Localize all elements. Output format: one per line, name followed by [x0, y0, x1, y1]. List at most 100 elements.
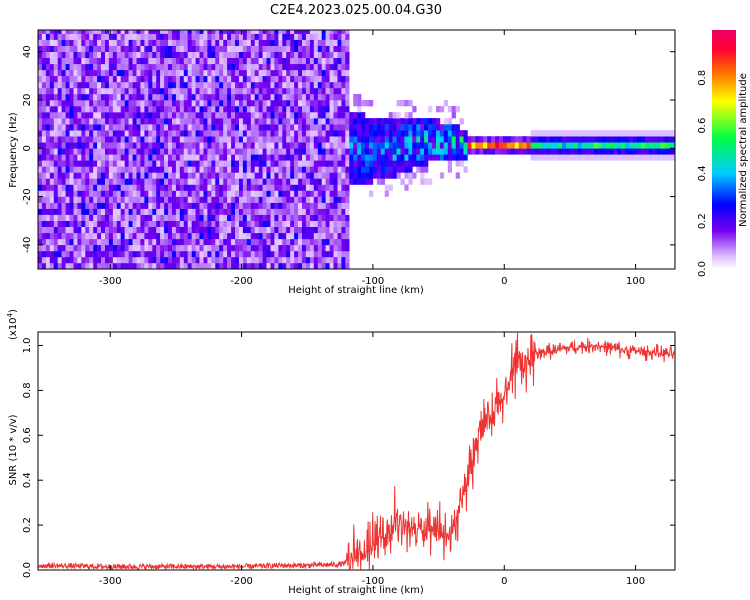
heatmap-cell: [73, 220, 78, 227]
heatmap-cell: [195, 136, 200, 143]
heatmap-cell: [132, 208, 137, 215]
heatmap-cell: [298, 106, 303, 113]
heatmap-cell: [45, 226, 51, 234]
heatmap-cell: [274, 124, 279, 131]
heatmap-cell: [207, 45, 212, 52]
heatmap-cell: [345, 214, 350, 221]
heatmap-cell: [148, 196, 153, 203]
heatmap-cell: [183, 220, 188, 227]
heatmap-cell: [223, 232, 228, 240]
heatmap-cell: [294, 106, 299, 113]
heatmap-cell: [231, 208, 236, 215]
heatmap-cell: [258, 112, 263, 119]
heatmap-cell: [203, 45, 208, 52]
heatmap-cell: [349, 124, 354, 131]
heatmap-cell: [156, 124, 161, 131]
heatmap-cell: [282, 106, 287, 113]
heatmap-cell: [325, 160, 330, 167]
heatmap-cell: [148, 154, 153, 161]
heatmap-cell: [132, 202, 137, 209]
heatmap-cell: [172, 106, 177, 113]
heatmap-cell: [282, 69, 287, 77]
heatmap-cell: [69, 244, 74, 252]
heatmap-cell: [282, 100, 287, 107]
heatmap-cell: [124, 94, 129, 101]
heatmap-cell: [211, 69, 216, 77]
heatmap-cell: [45, 124, 51, 131]
heatmap-cell: [262, 226, 267, 234]
heatmap-cell: [116, 130, 121, 137]
heatmap-cell: [38, 75, 43, 83]
heatmap-cell: [569, 148, 575, 155]
heatmap-cell: [156, 87, 161, 95]
heatmap-cell: [242, 130, 248, 137]
heatmap-cell: [317, 136, 322, 143]
heatmap-cell: [57, 244, 62, 252]
heatmap-cell: [262, 94, 267, 101]
heatmap-cell: [77, 30, 82, 34]
heatmap-cell: [195, 112, 200, 119]
heatmap-cell: [239, 87, 244, 95]
heatmap-cell: [254, 184, 259, 191]
heatmap-cell: [270, 118, 275, 125]
heatmap-cell: [672, 154, 675, 161]
heatmap-cell: [215, 106, 220, 113]
heatmap-cell: [140, 106, 145, 113]
heatmap-cell: [89, 166, 94, 173]
heatmap-cell: [140, 148, 145, 155]
heatmap-cell: [239, 250, 244, 258]
heatmap-cell: [325, 142, 330, 149]
heatmap-cell: [325, 166, 330, 173]
heatmap-cell: [246, 136, 251, 143]
heatmap-cell: [49, 263, 54, 269]
heatmap-cell: [152, 69, 157, 77]
heatmap-cell: [97, 75, 102, 83]
heatmap-cell: [357, 124, 362, 131]
heatmap-cell: [81, 81, 86, 89]
heatmap-cell: [85, 184, 90, 191]
heatmap-cell: [136, 250, 141, 258]
heatmap-cell: [298, 154, 303, 161]
heatmap-cell: [305, 57, 311, 65]
heatmap-cell: [282, 160, 287, 167]
heatmap-cell: [235, 51, 240, 58]
heatmap-cell: [132, 263, 137, 269]
heatmap-cell: [57, 81, 62, 89]
heatmap-cell: [116, 190, 121, 197]
heatmap-cell: [451, 106, 456, 113]
heatmap-cell: [337, 63, 342, 71]
heatmap-cell: [652, 148, 657, 155]
heatmap-cell: [49, 184, 54, 191]
heatmap-cell: [49, 220, 54, 227]
heatmap-cell: [77, 226, 82, 234]
heatmap-cell: [168, 202, 173, 209]
heatmap-cell: [215, 208, 220, 215]
heatmap-cell: [664, 148, 669, 155]
heatmap-cell: [325, 81, 330, 89]
heatmap-cell: [38, 166, 43, 173]
heatmap-cell: [258, 87, 263, 95]
heatmap-cell: [116, 51, 121, 58]
heatmap-cell: [81, 142, 86, 149]
heatmap-cell: [53, 69, 58, 77]
heatmap-cell: [621, 136, 626, 143]
heatmap-cell: [207, 190, 212, 197]
heatmap-cell: [254, 142, 259, 149]
heatmap-cell: [329, 190, 334, 197]
heatmap-cell: [77, 160, 82, 167]
heatmap-cell: [333, 172, 338, 179]
heatmap-cell: [191, 190, 196, 197]
heatmap-cell: [108, 178, 114, 185]
heatmap-cell: [432, 136, 437, 143]
heatmap-cell: [65, 94, 70, 101]
heatmap-cell: [215, 57, 220, 65]
heatmap-cell: [191, 238, 196, 246]
heatmap-cell: [290, 30, 295, 34]
heatmap-cell: [124, 232, 129, 240]
heatmap-cell: [199, 178, 204, 185]
heatmap-cell: [258, 148, 263, 155]
heatmap-cell: [274, 69, 279, 77]
heatmap-cell: [69, 106, 74, 113]
heatmap-cell: [105, 160, 110, 167]
heatmap-cell: [341, 208, 346, 215]
